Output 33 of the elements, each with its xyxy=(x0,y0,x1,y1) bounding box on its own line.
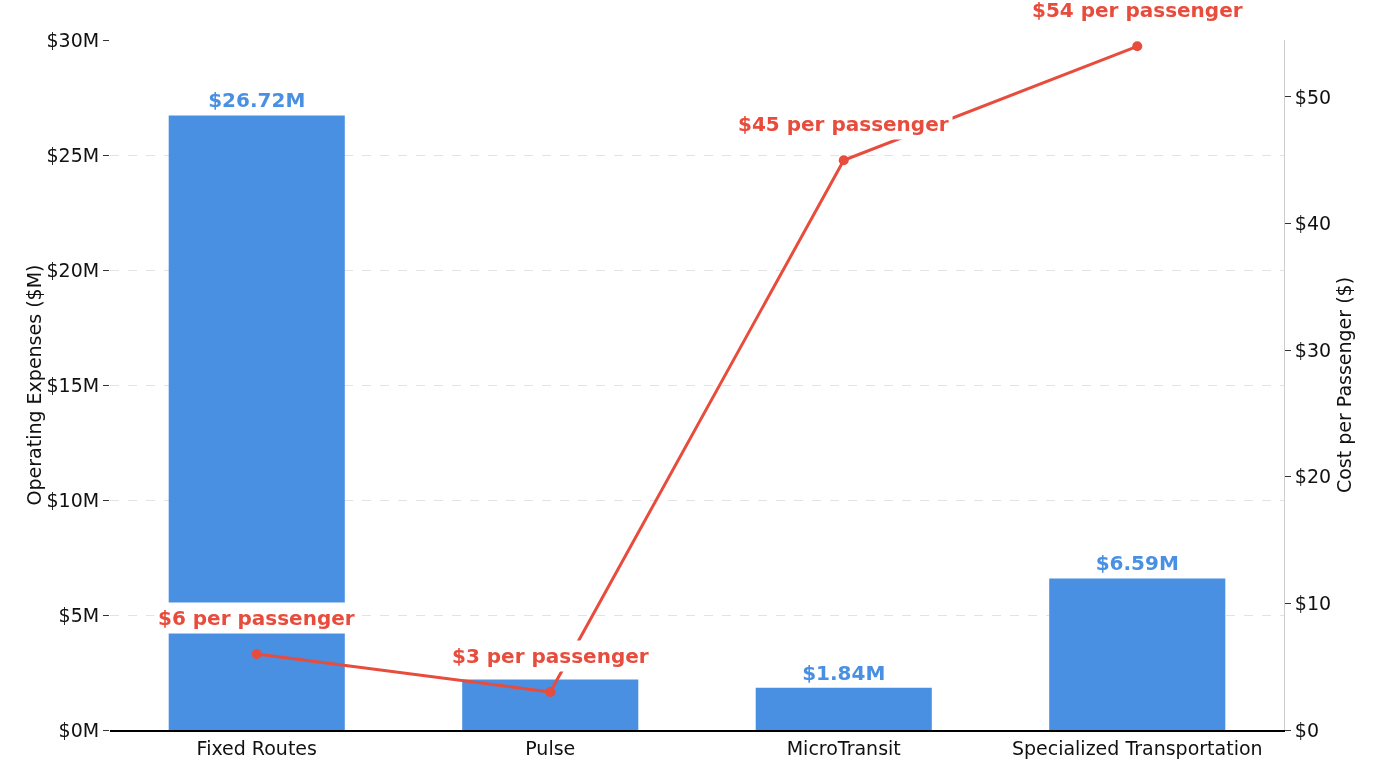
x-tick-label: MicroTransit xyxy=(786,736,901,759)
y-axis-title: Operating Expenses ($M) xyxy=(22,264,45,506)
data-label: $45 per passenger xyxy=(738,112,949,136)
y-tick-label: $30M xyxy=(46,28,100,51)
y2-tick-label: $20 xyxy=(1294,465,1332,488)
point xyxy=(838,155,849,166)
y2-tick-label: $0 xyxy=(1294,718,1319,741)
x-tick-label: Pulse xyxy=(525,736,576,759)
x-tick-label: Fixed Routes xyxy=(196,736,317,759)
y-tick-label: $20M xyxy=(46,258,100,281)
data-label: $3 per passenger xyxy=(452,644,649,668)
y2-tick-label: $50 xyxy=(1294,85,1332,108)
point xyxy=(251,649,262,660)
data-label: $26.72M xyxy=(208,88,306,113)
y2-tick-label: $30 xyxy=(1294,338,1332,361)
y-tick-label: $5M xyxy=(58,603,100,626)
y-tick-label: $25M xyxy=(46,143,100,166)
y2-tick-label: $10 xyxy=(1294,592,1332,615)
y-tick-label: $10M xyxy=(46,488,100,511)
bar xyxy=(755,687,932,730)
bar xyxy=(1049,578,1226,730)
data-label: $6.59M xyxy=(1095,551,1179,576)
y2-tick-label: $40 xyxy=(1294,212,1332,235)
data-label: $6 per passenger xyxy=(158,606,355,630)
data-label: $1.84M xyxy=(802,660,886,685)
point xyxy=(1132,41,1143,52)
data-label: $54 per passenger xyxy=(1032,0,1243,22)
y-tick-label: $0M xyxy=(58,718,100,741)
y2-axis-title: Cost per Passenger ($) xyxy=(1333,276,1356,494)
bar xyxy=(462,679,639,730)
y-tick-label: $15M xyxy=(46,373,100,396)
point xyxy=(545,687,556,698)
x-tick-label: Specialized Transportation xyxy=(1011,736,1263,759)
